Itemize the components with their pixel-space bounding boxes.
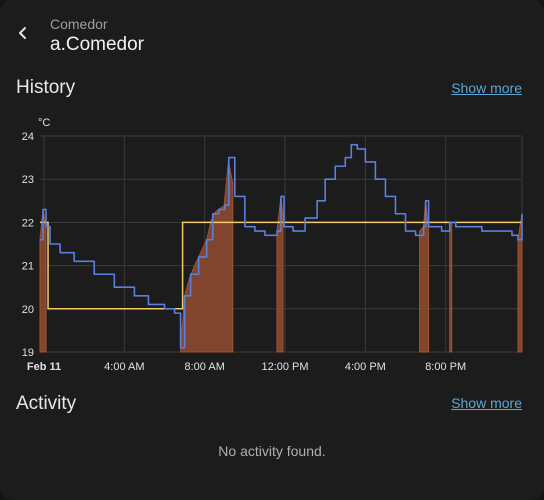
y-tick-label: 22	[22, 217, 34, 229]
activity-show-more-link[interactable]: Show more	[451, 395, 522, 411]
heating-area	[419, 200, 430, 353]
y-tick-label: 19	[22, 347, 34, 359]
y-tick-label: 21	[22, 261, 34, 273]
x-tick-label: Feb 11	[27, 361, 61, 373]
temperature-line	[40, 143, 523, 349]
history-heading: History	[16, 77, 76, 98]
y-tick-label: 24	[22, 131, 34, 143]
activity-heading: Activity	[16, 393, 77, 414]
x-tick-label: 12:00 PM	[261, 361, 308, 373]
back-button[interactable]	[10, 20, 36, 46]
y-tick-label: 23	[22, 174, 34, 186]
dialog-header: Comedor a.Comedor	[0, 0, 544, 64]
y-tick-label: 20	[22, 304, 34, 316]
entity-area: Comedor	[50, 16, 108, 32]
x-tick-label: 4:00 AM	[104, 361, 144, 373]
entity-name: a.Comedor	[50, 34, 144, 55]
history-show-more-link[interactable]: Show more	[451, 80, 522, 96]
heating-area	[449, 221, 453, 353]
activity-empty-message: No activity found.	[218, 443, 326, 459]
x-tick-label: 8:00 PM	[425, 361, 466, 373]
history-chart: 19 20 21 22 23 24 °C Feb 11 4:00 AM 8:00 AM 12:00 …	[22, 117, 523, 373]
chevron-left-icon	[19, 27, 26, 39]
x-tick-label: 8:00 AM	[185, 361, 225, 373]
heating-area	[276, 196, 284, 353]
x-tick-label: 4:00 PM	[345, 361, 386, 373]
y-unit-label: °C	[38, 117, 50, 129]
